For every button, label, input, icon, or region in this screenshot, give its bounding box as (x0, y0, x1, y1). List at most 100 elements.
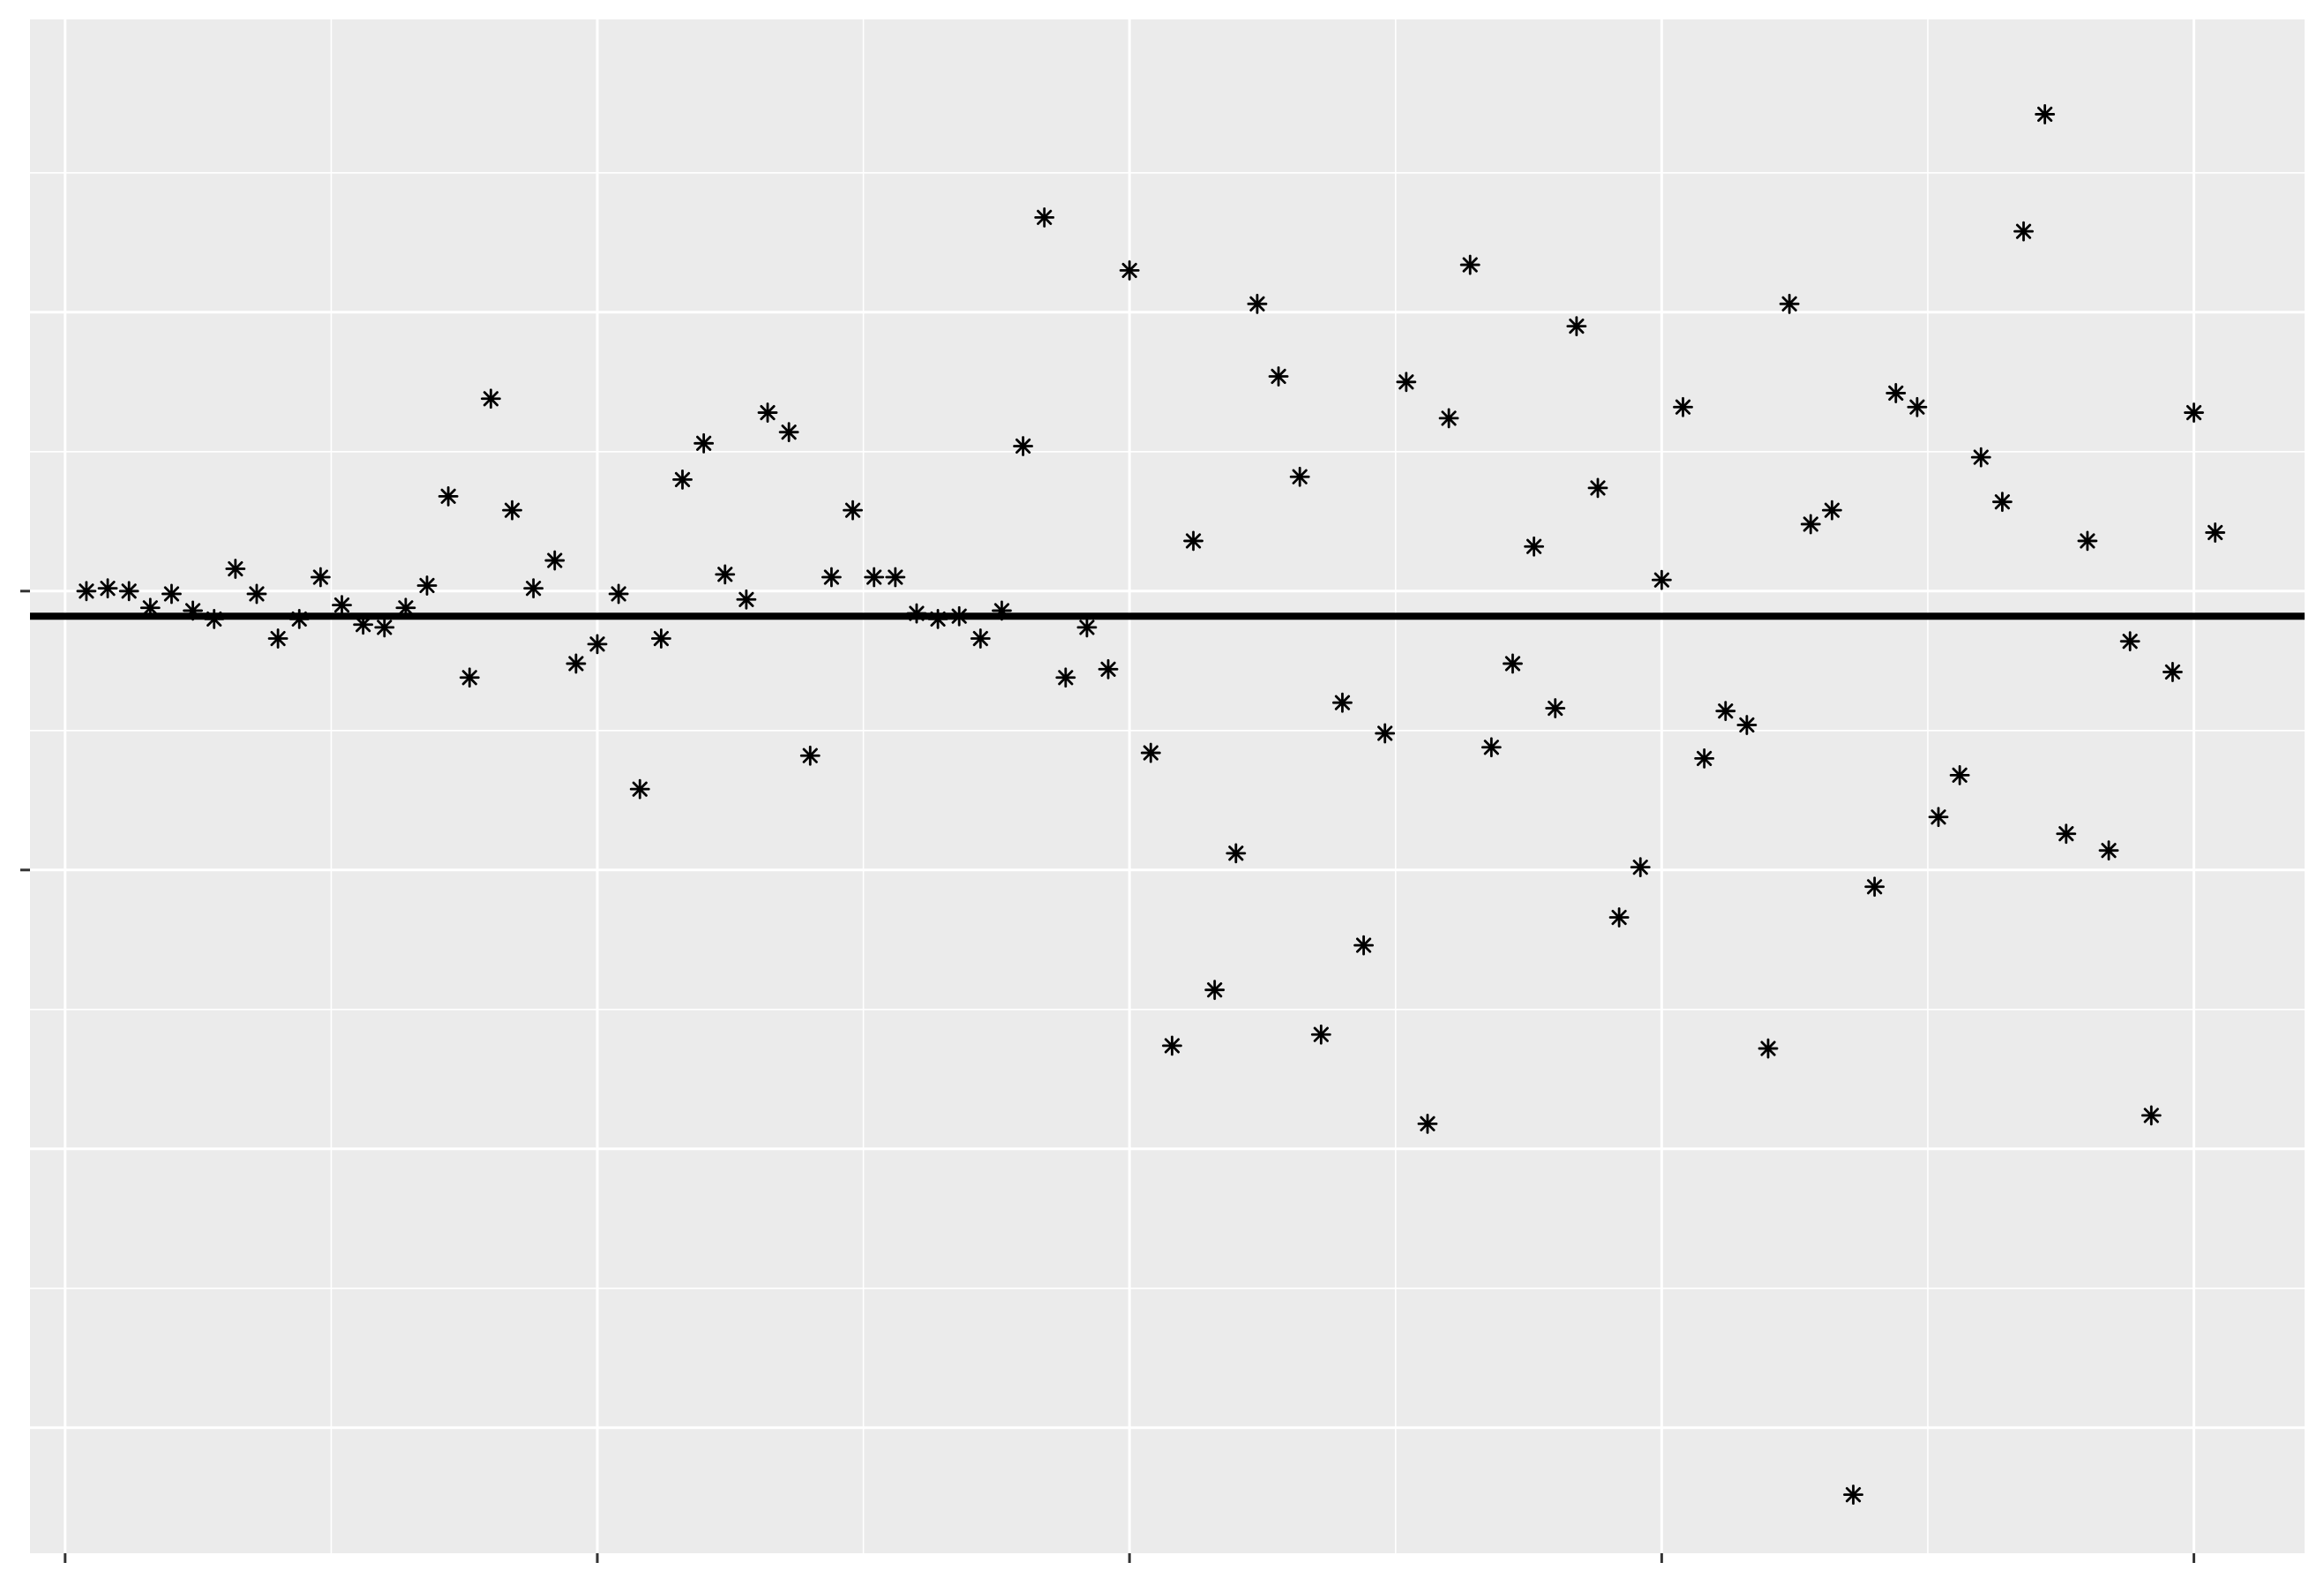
data-point (821, 567, 842, 588)
data-point (843, 500, 863, 521)
data-point (1183, 530, 1203, 552)
data-point (1630, 857, 1651, 878)
data-point (1800, 514, 1821, 535)
data-point (1119, 259, 1140, 281)
data-point (310, 567, 331, 588)
data-point (183, 600, 203, 621)
data-point (608, 583, 629, 605)
data-point (438, 485, 459, 507)
data-point (1949, 764, 1970, 785)
data-point (992, 600, 1012, 621)
data-point (1779, 293, 1800, 314)
data-point (161, 583, 182, 605)
data-point (1694, 748, 1715, 769)
data-point (1928, 807, 1949, 828)
data-point (736, 589, 757, 610)
data-point (1991, 492, 2013, 513)
data-point (2163, 662, 2183, 682)
plot-panel (30, 19, 2305, 1553)
data-point (1310, 1024, 1331, 1045)
data-point (1417, 1113, 1438, 1134)
data-point (864, 567, 885, 588)
data-point (948, 605, 970, 627)
data-point (2056, 823, 2077, 845)
data-point (523, 578, 544, 599)
data-point (1545, 698, 1566, 718)
data-point (1587, 477, 1608, 499)
data-point (1332, 692, 1353, 713)
data-point (246, 583, 267, 605)
data-point (1821, 500, 1842, 521)
data-point (1673, 396, 1693, 417)
data-point (1055, 667, 1076, 688)
data-point (2184, 402, 2204, 423)
data-point (395, 597, 416, 619)
data-point (2013, 221, 2034, 242)
data-point (97, 578, 118, 599)
data-point (1907, 396, 1928, 417)
data-points (76, 104, 2226, 1506)
data-point (2098, 840, 2119, 861)
data-point (267, 628, 289, 649)
data-point (906, 603, 927, 624)
data-point (715, 564, 736, 585)
data-point (118, 581, 139, 602)
data-point (459, 667, 480, 688)
data-point (1970, 447, 1991, 468)
data-point (970, 628, 991, 649)
data-point (225, 559, 246, 579)
data-point (1140, 742, 1161, 763)
data-point (778, 422, 799, 443)
data-point (1162, 1035, 1182, 1056)
data-point (1715, 701, 1736, 722)
data-point (502, 500, 522, 521)
data-point (1353, 935, 1374, 956)
data-point (544, 550, 566, 571)
data-point (1204, 980, 1226, 1001)
data-point (1843, 1484, 1863, 1506)
data-point (629, 778, 650, 800)
data-point (1034, 207, 1055, 228)
reference-lines (30, 612, 2305, 620)
data-point (416, 575, 438, 596)
data-point (1396, 372, 1417, 393)
data-point (587, 634, 608, 655)
data-point (566, 653, 587, 674)
data-point (1076, 617, 1098, 638)
data-point (1013, 436, 1033, 456)
data-point (1098, 658, 1119, 680)
data-point (693, 432, 715, 454)
axis-ticks (20, 590, 2196, 1563)
data-point (799, 745, 821, 766)
data-point (1459, 254, 1481, 275)
data-point (757, 402, 778, 423)
data-point (1758, 1038, 1779, 1059)
data-point (672, 469, 693, 490)
data-point (885, 567, 906, 588)
minor-gridlines (30, 19, 2305, 1553)
data-point (289, 609, 310, 629)
data-point (139, 597, 161, 619)
data-point (1566, 316, 1587, 337)
data-point (1438, 408, 1459, 429)
data-point (2205, 522, 2226, 543)
data-point (1481, 737, 1502, 758)
data-point (204, 609, 225, 629)
data-point (2035, 104, 2056, 124)
data-point (1608, 907, 1630, 928)
data-point (2077, 530, 2098, 552)
data-point (480, 388, 501, 409)
data-point (1247, 293, 1268, 314)
data-point (1268, 366, 1289, 387)
data-point (2140, 1105, 2162, 1126)
data-point (374, 617, 395, 638)
data-point (1651, 569, 1672, 590)
data-point (1864, 876, 1885, 898)
data-point (2119, 631, 2140, 652)
data-point (332, 595, 352, 615)
data-point (1503, 653, 1523, 674)
data-point (1289, 466, 1310, 487)
data-point (927, 609, 948, 629)
